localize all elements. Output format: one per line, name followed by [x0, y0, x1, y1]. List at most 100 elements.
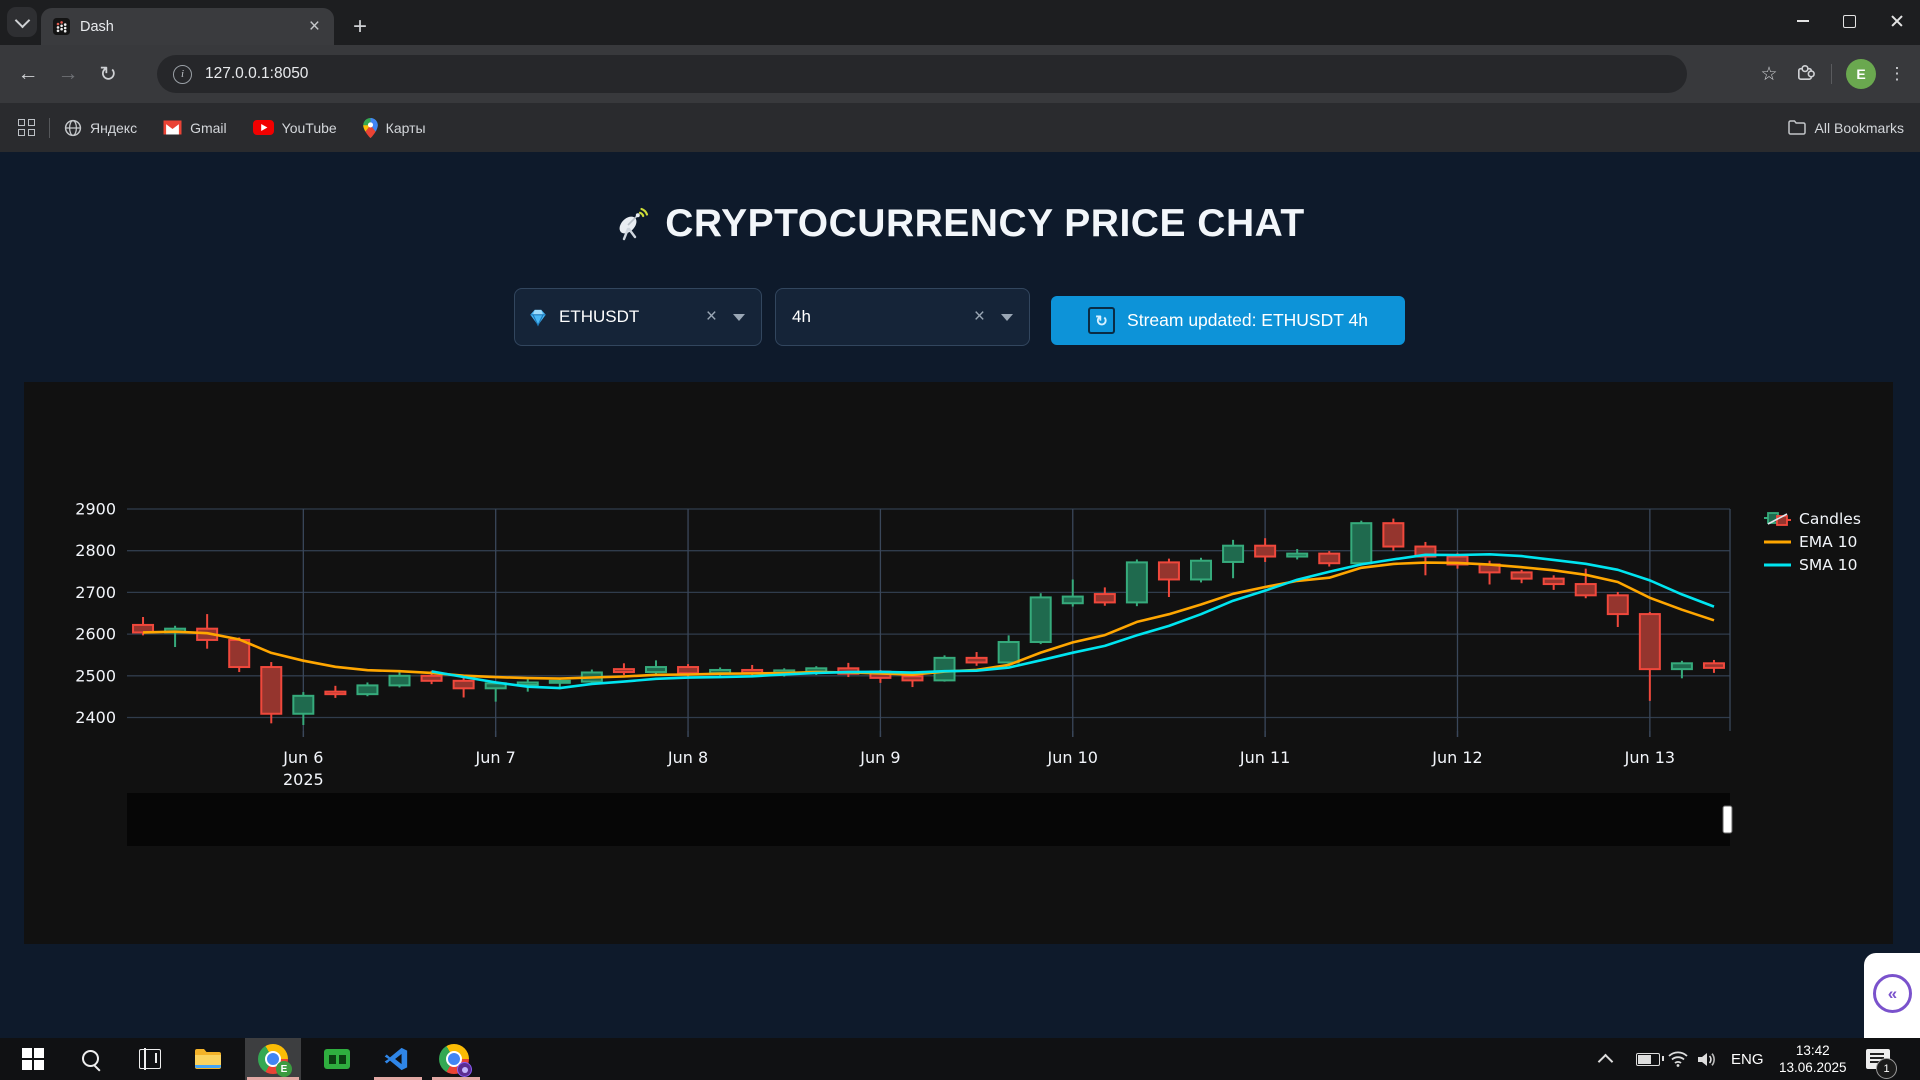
minimize-icon [1796, 20, 1809, 22]
satellite-antenna-icon [619, 207, 649, 241]
stream-update-button[interactable]: ↻ Stream updated: ETHUSDT 4h [1051, 296, 1405, 345]
bookmark-maps[interactable]: Карты [362, 117, 426, 138]
all-bookmarks-label: All Bookmarks [1814, 119, 1904, 136]
browser-menu-icon[interactable]: ⋮ [1888, 64, 1906, 83]
task-view-button[interactable] [126, 1038, 174, 1080]
clear-icon[interactable]: × [705, 306, 717, 327]
chrome-icon [439, 1044, 472, 1077]
windows-logo-icon [22, 1048, 44, 1070]
tray-date: 13.06.2025 [1779, 1060, 1847, 1075]
svg-text:Jun 7: Jun 7 [475, 748, 516, 767]
tray-expand-button[interactable] [1597, 1038, 1614, 1080]
forward-button[interactable]: → [57, 62, 79, 85]
bookmark-gmail[interactable]: Gmail [163, 120, 227, 136]
tray-time: 13:42 [1795, 1043, 1830, 1058]
legend-item-sma[interactable]: SMA 10 [1764, 556, 1861, 574]
legend-item-candles[interactable]: Candles [1764, 510, 1861, 528]
chevron-down-icon [14, 12, 30, 28]
bookmark-yandex[interactable]: Яндекс [64, 119, 137, 137]
tab-title: Dash [80, 18, 114, 35]
clock[interactable]: 13:42 13.06.2025 [1779, 1038, 1859, 1080]
folder-icon [1787, 120, 1806, 135]
wifi-icon [1668, 1051, 1688, 1067]
browser-tab[interactable]: Dash × [41, 8, 334, 45]
extensions-icon[interactable] [1787, 61, 1823, 88]
tab-search-button[interactable] [7, 7, 37, 37]
dropdown-caret-icon[interactable] [1001, 313, 1013, 321]
collapse-icon[interactable]: « [1872, 974, 1912, 1013]
tab-close-icon[interactable]: × [308, 16, 320, 37]
app-chip-button[interactable] [313, 1038, 361, 1080]
volume-indicator[interactable] [1697, 1038, 1717, 1080]
legend-item-ema[interactable]: EMA 10 [1764, 533, 1861, 551]
bookmark-label: Яндекс [90, 119, 138, 136]
toolbar-divider [1831, 64, 1832, 84]
chevron-up-icon [1597, 1053, 1614, 1069]
url-text: 127.0.0.1:8050 [205, 65, 309, 82]
gmail-icon [163, 120, 182, 135]
apps-grid-icon[interactable] [18, 119, 35, 136]
bookmark-youtube[interactable]: YouTube [252, 120, 337, 136]
chrome-taskbar-button[interactable]: E [245, 1038, 301, 1080]
active-underline [432, 1077, 480, 1080]
maps-pin-icon [362, 117, 378, 138]
svg-text:Jun 9: Jun 9 [859, 748, 900, 767]
page-title: CRYPTOCURRENCY PRICE CHAT [665, 202, 1305, 245]
address-bar[interactable]: i 127.0.0.1:8050 [157, 55, 1687, 93]
price-chart-card: 2400 2500 2600 2700 2800 2900 Jun 6 2025 Jun 7 Ju… [24, 382, 1893, 944]
profile-avatar[interactable]: E [1846, 59, 1876, 89]
taskbar-search-button[interactable] [67, 1038, 115, 1080]
legend-label: EMA 10 [1799, 533, 1858, 551]
chart-rangeslider[interactable] [127, 793, 1730, 846]
notification-count-badge: 1 [1876, 1058, 1897, 1079]
language-indicator[interactable]: ENG [1731, 1050, 1764, 1068]
symbol-value: ETHUSDT [559, 307, 640, 326]
memory-chip-icon [324, 1049, 350, 1069]
chrome-profile2-button[interactable] [430, 1038, 478, 1080]
legend-label: Candles [1799, 510, 1861, 528]
start-button[interactable] [9, 1038, 57, 1080]
site-info-icon[interactable]: i [173, 64, 192, 84]
price-chart[interactable]: 2400 2500 2600 2700 2800 2900 Jun 6 2025 Jun 7 Ju… [24, 382, 1893, 944]
reload-button[interactable]: ↻ [99, 62, 117, 86]
clear-icon[interactable]: × [973, 306, 985, 327]
browser-tab-strip: Dash × + [0, 0, 1920, 45]
svg-text:Jun 11: Jun 11 [1239, 748, 1290, 767]
minimize-button[interactable] [1779, 0, 1826, 42]
dash-favicon [53, 18, 70, 35]
bookmarks-bar: Яндекс Gmail YouTube Карты All Bookmarks [0, 103, 1920, 152]
page-title-row: CRYPTOCURRENCY PRICE CHAT [0, 202, 1920, 246]
legend-label: SMA 10 [1799, 556, 1858, 574]
wifi-indicator[interactable] [1668, 1038, 1688, 1080]
all-bookmarks[interactable]: All Bookmarks [1787, 119, 1904, 136]
svg-text:Jun 10: Jun 10 [1047, 748, 1098, 767]
candles-legend-icon [1764, 512, 1791, 526]
dropdown-caret-icon[interactable] [733, 313, 745, 321]
active-underline [374, 1077, 422, 1080]
maximize-icon [1843, 14, 1856, 28]
back-button[interactable]: ← [17, 62, 39, 85]
bookmark-star-icon[interactable]: ☆ [1760, 63, 1778, 85]
new-tab-button[interactable]: + [352, 13, 367, 40]
close-button[interactable] [1873, 0, 1920, 42]
file-explorer-icon [195, 1049, 221, 1069]
bookmarks-divider [49, 117, 50, 138]
bookmark-label: Gmail [190, 119, 227, 136]
profile-badge: E [276, 1061, 292, 1077]
symbol-dropdown[interactable]: ETHUSDT × [514, 288, 762, 346]
rangeslider-handle[interactable] [1722, 805, 1733, 834]
file-explorer-button[interactable] [184, 1038, 232, 1080]
battery-indicator[interactable] [1636, 1038, 1664, 1080]
svg-text:2800: 2800 [75, 541, 116, 560]
svg-text:2025: 2025 [283, 770, 324, 789]
svg-text:Jun 13: Jun 13 [1624, 748, 1675, 767]
vscode-button[interactable] [372, 1038, 420, 1080]
interval-dropdown[interactable]: 4h × [775, 288, 1030, 346]
dash-debug-panel: « [1864, 953, 1920, 1038]
profile-badge [457, 1062, 472, 1077]
maximize-button[interactable] [1826, 0, 1873, 42]
interval-value: 4h [792, 307, 811, 326]
gem-icon [530, 309, 546, 327]
youtube-icon [252, 120, 274, 135]
